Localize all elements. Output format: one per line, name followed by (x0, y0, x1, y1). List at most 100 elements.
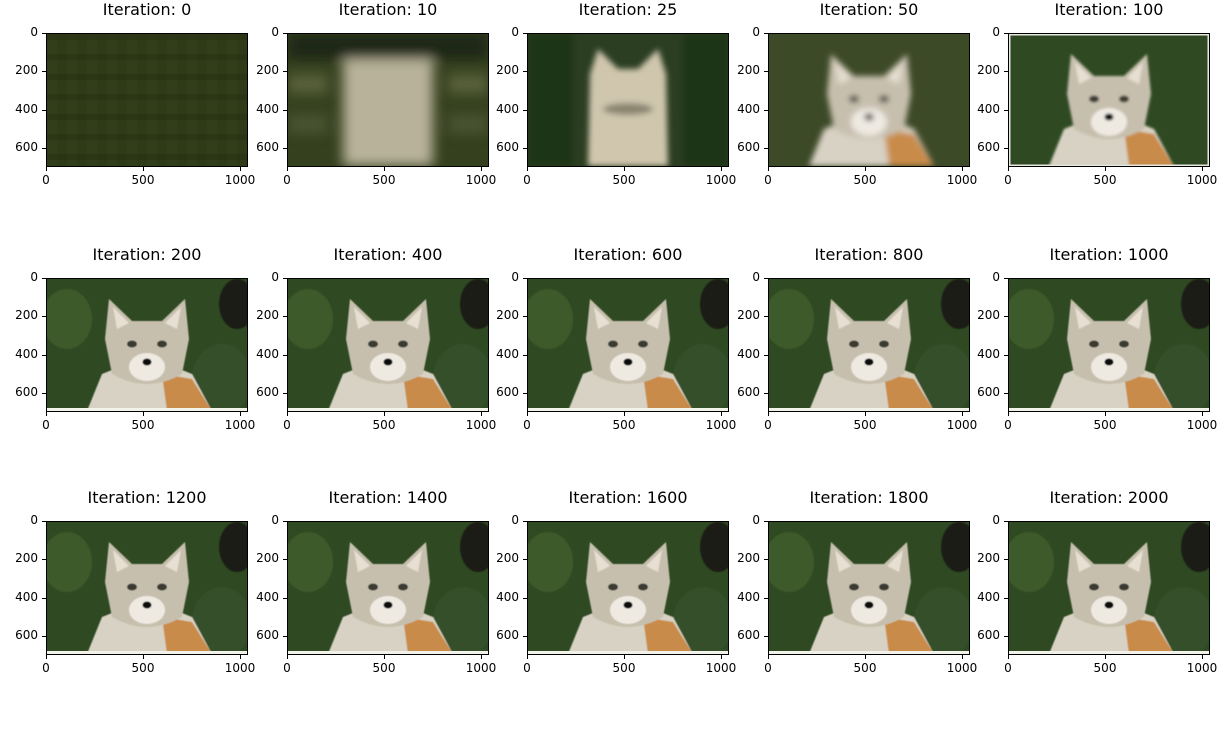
y-tick-mark (1004, 71, 1008, 72)
y-tick-mark (764, 559, 768, 560)
y-tick-mark (523, 316, 527, 317)
image-axes (287, 33, 489, 167)
x-tick-label: 0 (1004, 173, 1012, 187)
subplot-title: Iteration: 2000 (1049, 488, 1169, 507)
x-tick-mark (240, 167, 241, 171)
y-tick-label: 0 (30, 25, 38, 39)
image-axes (768, 278, 970, 412)
y-tick-label: 200 (15, 551, 38, 565)
y-tick-mark (764, 521, 768, 522)
y-tick-label: 0 (992, 513, 1000, 527)
y-tick-label: 400 (737, 102, 760, 116)
x-tick-mark (962, 655, 963, 659)
y-tick-label: 600 (737, 385, 760, 399)
x-tick-mark (962, 412, 963, 416)
figure-grid: Iteration: 0 0 200 400 600 0 500 1000 Iteration… (15, 0, 1231, 675)
y-tick-mark (523, 559, 527, 560)
y-tick-label: 0 (511, 270, 519, 284)
x-tick-mark (143, 655, 144, 659)
y-tick-label: 200 (256, 63, 279, 77)
subplot-title: Iteration: 1000 (1049, 245, 1169, 264)
subplot-panel: Iteration: 600 0 200 400 600 0 500 1000 (496, 245, 767, 498)
y-tick-mark (764, 148, 768, 149)
x-tick-mark (1105, 655, 1106, 659)
y-tick-mark (1004, 148, 1008, 149)
x-tick-mark (527, 412, 528, 416)
subplot-panel: Iteration: 10 0 200 400 600 0 500 1000 (256, 0, 527, 253)
y-tick-label: 400 (256, 347, 279, 361)
y-tick-mark (1004, 278, 1008, 279)
y-tick-mark (42, 559, 46, 560)
y-tick-label: 600 (977, 628, 1000, 642)
y-tick-label: 600 (977, 140, 1000, 154)
y-tick-mark (523, 393, 527, 394)
y-tick-label: 600 (496, 140, 519, 154)
y-tick-mark (42, 316, 46, 317)
subplot-panel: Iteration: 1000 0 200 400 600 0 500 1000 (977, 245, 1231, 498)
x-tick-label: 1000 (465, 173, 497, 187)
y-tick-label: 200 (256, 551, 279, 565)
y-tick-label: 400 (737, 590, 760, 604)
y-tick-mark (283, 148, 287, 149)
x-tick-label: 1000 (465, 661, 497, 675)
x-tick-mark (1202, 412, 1203, 416)
y-tick-label: 400 (496, 347, 519, 361)
subplot-panel: Iteration: 1400 0 200 400 600 0 500 1000 (256, 488, 527, 741)
subplot-title: Iteration: 600 (573, 245, 683, 264)
x-tick-label: 500 (372, 661, 396, 675)
image-axes (527, 521, 729, 655)
x-tick-mark (46, 412, 47, 416)
y-tick-mark (764, 636, 768, 637)
y-tick-mark (1004, 521, 1008, 522)
x-tick-mark (384, 412, 385, 416)
y-tick-mark (1004, 636, 1008, 637)
x-tick-label: 500 (131, 661, 155, 675)
y-tick-label: 400 (496, 102, 519, 116)
subplot-panel: Iteration: 100 0 200 400 600 0 500 1000 (977, 0, 1231, 253)
subplot-panel: Iteration: 25 0 200 400 600 0 500 1000 (496, 0, 767, 253)
y-tick-mark (42, 110, 46, 111)
y-tick-label: 400 (15, 102, 38, 116)
image-axes (527, 33, 729, 167)
x-tick-label: 500 (853, 418, 877, 432)
image-axes (527, 278, 729, 412)
x-tick-mark (768, 167, 769, 171)
x-tick-mark (1105, 412, 1106, 416)
x-tick-mark (384, 167, 385, 171)
x-tick-label: 0 (1004, 418, 1012, 432)
y-tick-label: 600 (15, 140, 38, 154)
image-axes (768, 521, 970, 655)
y-tick-label: 600 (256, 628, 279, 642)
y-tick-label: 600 (15, 385, 38, 399)
y-tick-mark (523, 636, 527, 637)
y-tick-label: 0 (271, 25, 279, 39)
x-tick-label: 500 (131, 418, 155, 432)
y-tick-mark (42, 33, 46, 34)
y-tick-label: 0 (992, 25, 1000, 39)
y-tick-mark (523, 33, 527, 34)
x-tick-label: 500 (853, 173, 877, 187)
x-tick-label: 1000 (946, 173, 978, 187)
y-tick-label: 0 (752, 270, 760, 284)
subplot-panel: Iteration: 0 0 200 400 600 0 500 1000 (15, 0, 286, 253)
image-axes (46, 33, 248, 167)
y-tick-label: 200 (737, 63, 760, 77)
x-tick-mark (721, 655, 722, 659)
y-tick-label: 600 (496, 628, 519, 642)
y-tick-label: 600 (15, 628, 38, 642)
y-tick-mark (523, 355, 527, 356)
y-tick-mark (764, 316, 768, 317)
subplot-panel: Iteration: 800 0 200 400 600 0 500 1000 (737, 245, 1008, 498)
x-tick-mark (1008, 412, 1009, 416)
x-tick-mark (721, 412, 722, 416)
x-tick-mark (527, 655, 528, 659)
x-tick-mark (962, 167, 963, 171)
x-tick-label: 500 (372, 418, 396, 432)
y-tick-label: 600 (977, 385, 1000, 399)
y-tick-mark (764, 278, 768, 279)
subplot-panel: Iteration: 2000 0 200 400 600 0 500 1000 (977, 488, 1231, 741)
x-tick-label: 500 (1093, 661, 1117, 675)
x-tick-label: 500 (612, 661, 636, 675)
y-tick-label: 0 (992, 270, 1000, 284)
x-tick-label: 0 (1004, 661, 1012, 675)
